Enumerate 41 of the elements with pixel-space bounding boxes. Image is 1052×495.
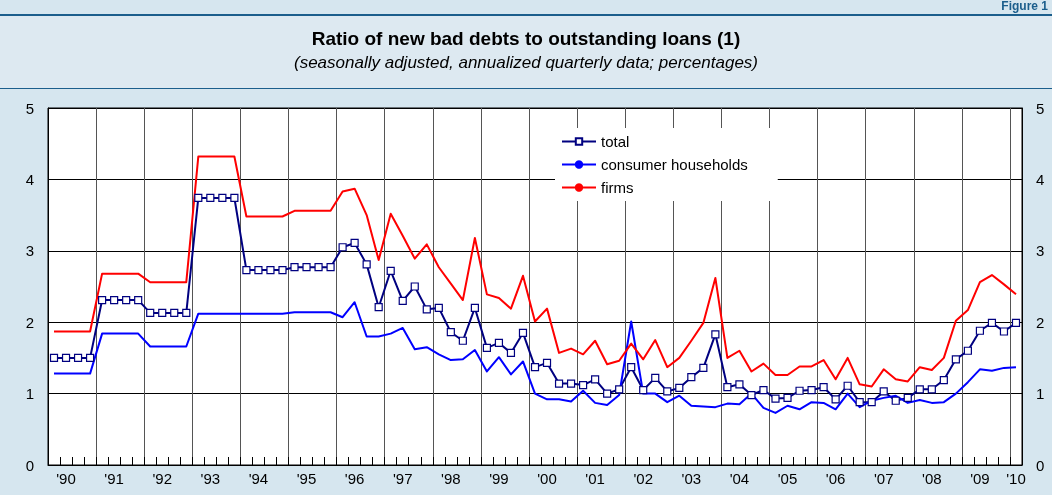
x-tick-label: '10 — [1006, 470, 1026, 487]
y2-tick-label: 2 — [1036, 313, 1045, 331]
y-tick-label: 5 — [25, 99, 34, 117]
y2-tick-label: 3 — [1036, 242, 1045, 260]
x-tick-label: '91 — [104, 470, 124, 487]
x-tick-label: '90 — [56, 470, 76, 487]
y2-tick-label: 5 — [1036, 99, 1045, 117]
x-tick-label: '99 — [489, 470, 509, 487]
y-tick-label: 1 — [25, 385, 34, 403]
x-tick-label: '04 — [729, 470, 750, 487]
x-tick-label: '00 — [537, 470, 557, 487]
x-tick-label: '96 — [344, 470, 365, 487]
x-tick-label: '98 — [441, 470, 461, 487]
y2-tick-label: 4 — [1036, 170, 1045, 188]
x-tick-label: '06 — [825, 470, 846, 487]
x-tick-label: '07 — [873, 470, 894, 487]
line-series — [53, 301, 1017, 414]
legend-label: total — [601, 133, 630, 150]
x-tick-label: '09 — [970, 470, 990, 487]
x-tick-label: '03 — [681, 470, 702, 487]
chart-subtitle: (seasonally adjusted, annualized quarterly data; percentages) — [293, 53, 759, 72]
legend-label: consumer households — [601, 156, 748, 173]
legend-label: firms — [601, 179, 634, 196]
caption: Figure 1 — [1001, 0, 1049, 13]
x-tick-label: '92 — [152, 470, 173, 487]
y-tick-label: 0 — [25, 456, 34, 474]
x-tick-label: '05 — [777, 470, 798, 487]
line-series — [53, 155, 1017, 388]
x-tick-label: '93 — [200, 470, 221, 487]
x-tick-label: '02 — [633, 470, 653, 487]
chart-title: Ratio of new bad debts to outstanding loans (1) — [311, 28, 741, 49]
x-tick-label: '94 — [248, 470, 269, 487]
y2-tick-label: 1 — [1036, 385, 1045, 403]
x-tick-label: '97 — [392, 470, 413, 487]
y-tick-label: 3 — [25, 242, 34, 260]
x-tick-label: '95 — [296, 470, 317, 487]
y-tick-label: 4 — [25, 170, 34, 188]
y-tick-label: 2 — [25, 313, 34, 331]
x-tick-label: '01 — [585, 470, 605, 487]
y2-tick-label: 0 — [1036, 456, 1045, 474]
x-tick-label: '08 — [922, 470, 942, 487]
